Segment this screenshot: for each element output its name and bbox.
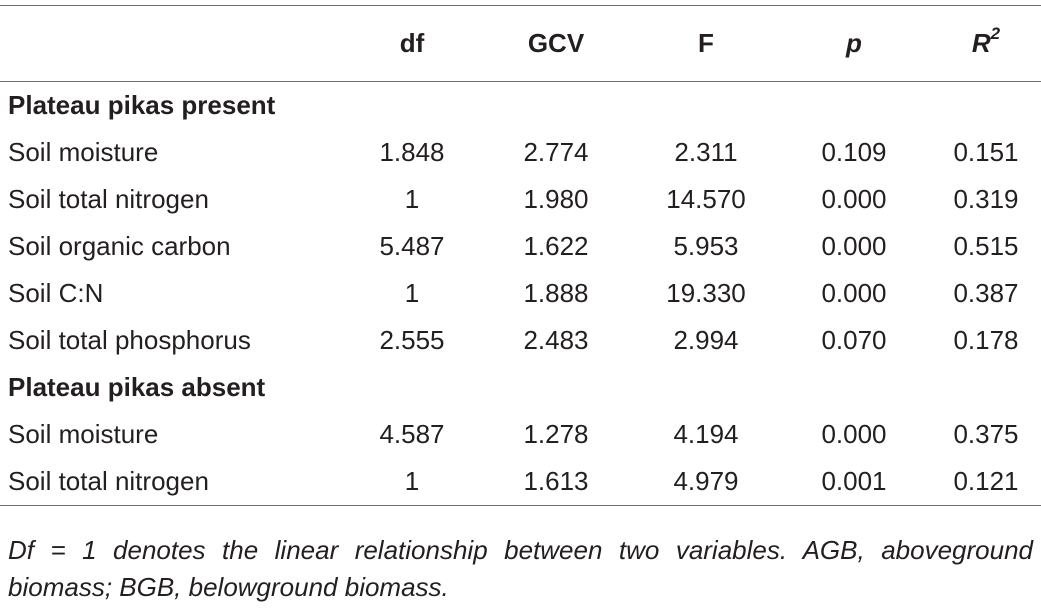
- cell-r2: 0.121: [953, 466, 1019, 496]
- cell-f: 2.994: [673, 325, 739, 355]
- cell-f: 5.953: [673, 231, 739, 261]
- cell-p: 0.001: [821, 466, 887, 496]
- cell-df: 1.848: [379, 137, 445, 167]
- bottom-rule: [0, 505, 1041, 506]
- cell-p: 0.070: [821, 325, 887, 355]
- cell-df: 4.587: [379, 419, 445, 449]
- row-label: Soil moisture: [8, 419, 159, 449]
- table-row: Soil moisture 1.848 2.774 2.311 0.109 0.…: [0, 129, 1041, 176]
- header-r2-text: R: [971, 28, 991, 58]
- cell-r2: 0.178: [953, 325, 1019, 355]
- table-row: Soil total nitrogen 1 1.980 14.570 0.000…: [0, 176, 1041, 223]
- cell-gcv: 1.278: [523, 419, 589, 449]
- top-rule: [0, 5, 1041, 6]
- row-label: Soil total phosphorus: [8, 325, 251, 355]
- row-label: Soil moisture: [8, 137, 159, 167]
- table-row: Soil C:N 1 1.888 19.330 0.000 0.387: [0, 270, 1041, 317]
- cell-p: 0.000: [821, 278, 887, 308]
- row-label: Soil organic carbon: [8, 231, 231, 261]
- cell-p: 0.000: [821, 419, 887, 449]
- cell-f: 19.330: [666, 278, 746, 308]
- cell-r2: 0.319: [953, 184, 1019, 214]
- cell-df: 2.555: [379, 325, 445, 355]
- header-gcv: GCV: [527, 28, 585, 58]
- header-r2-superscript: 2: [990, 24, 1001, 44]
- cell-f: 14.570: [666, 184, 746, 214]
- cell-df: 5.487: [379, 231, 445, 261]
- table-row: Soil organic carbon 5.487 1.622 5.953 0.…: [0, 223, 1041, 270]
- cell-f: 4.979: [673, 466, 739, 496]
- row-label: Soil total nitrogen: [8, 466, 209, 496]
- header-r2: R2: [930, 6, 1041, 81]
- cell-r2: 0.375: [953, 419, 1019, 449]
- table-footnote: Df = 1 denotes the linear relationship b…: [8, 535, 1033, 602]
- header-df: df: [399, 28, 425, 58]
- cell-p: 0.000: [821, 184, 887, 214]
- table-row: Soil total nitrogen 1 1.613 4.979 0.001 …: [0, 458, 1041, 505]
- row-label: Soil C:N: [8, 278, 104, 308]
- row-label: Soil total nitrogen: [8, 184, 209, 214]
- cell-r2: 0.387: [953, 278, 1019, 308]
- section-heading-present: Plateau pikas present: [0, 82, 1041, 129]
- data-table: df GCV F p R2 Plateau pikas present Soil…: [0, 5, 1041, 506]
- cell-gcv: 1.980: [523, 184, 589, 214]
- table-header-row: df GCV F p R2: [0, 6, 1041, 81]
- cell-p: 0.109: [821, 137, 887, 167]
- cell-gcv: 1.613: [523, 466, 589, 496]
- cell-df: 1: [404, 466, 420, 496]
- header-rule: [0, 81, 1041, 82]
- section-title: Plateau pikas absent: [8, 372, 266, 402]
- cell-f: 2.311: [674, 137, 738, 167]
- cell-f: 4.194: [673, 419, 739, 449]
- cell-df: 1: [404, 184, 420, 214]
- table-row: Soil moisture 4.587 1.278 4.194 0.000 0.…: [0, 411, 1041, 458]
- cell-r2: 0.151: [953, 137, 1019, 167]
- header-f: F: [698, 28, 714, 58]
- cell-p: 0.000: [821, 231, 887, 261]
- cell-gcv: 1.622: [523, 231, 589, 261]
- cell-r2: 0.515: [953, 231, 1019, 261]
- table-row: Soil total phosphorus 2.555 2.483 2.994 …: [0, 317, 1041, 364]
- cell-gcv: 1.888: [523, 278, 589, 308]
- cell-gcv: 2.483: [523, 325, 589, 355]
- cell-df: 1: [404, 278, 420, 308]
- section-title: Plateau pikas present: [8, 90, 276, 120]
- section-heading-absent: Plateau pikas absent: [0, 364, 1041, 411]
- header-p: p: [846, 28, 862, 58]
- cell-gcv: 2.774: [523, 137, 589, 167]
